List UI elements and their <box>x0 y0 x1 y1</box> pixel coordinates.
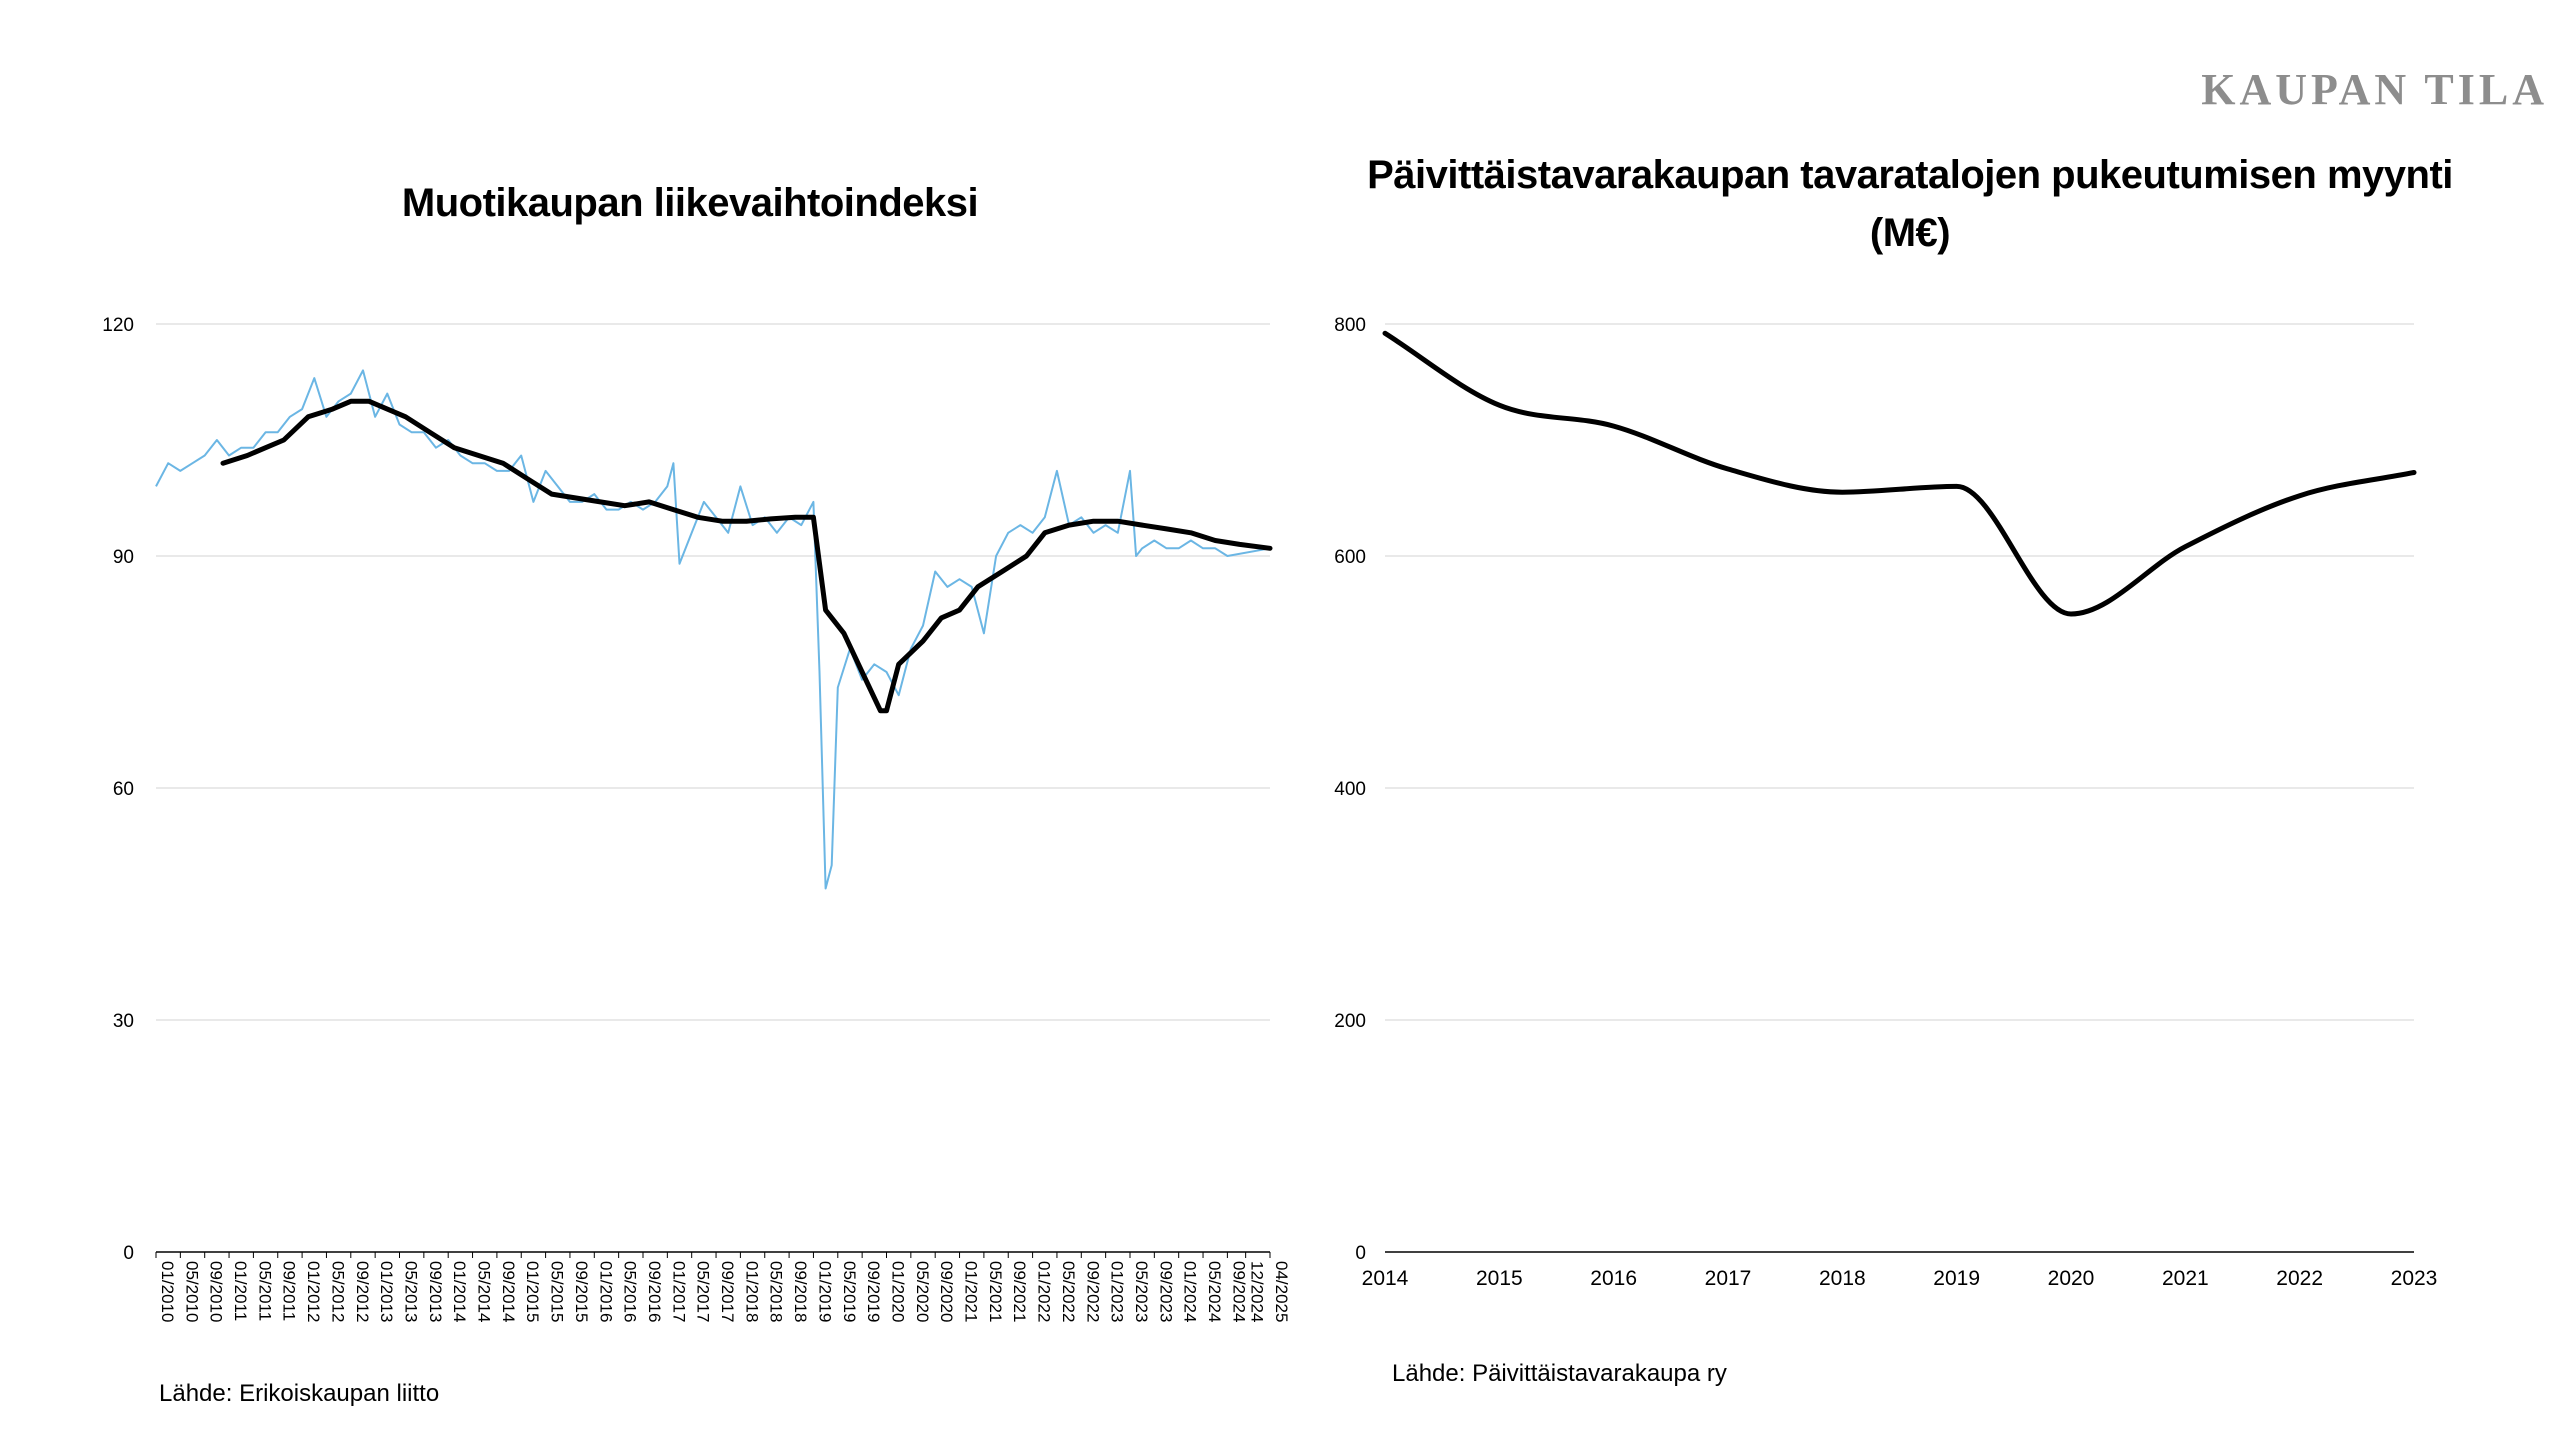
left-x-tick-label: 01/2010 <box>158 1261 177 1322</box>
left-x-tick-label: 05/2023 <box>1132 1261 1151 1322</box>
left-x-tick-label: 05/2013 <box>401 1261 420 1322</box>
left-x-tick-label: 01/2023 <box>1108 1261 1127 1322</box>
left-x-tick-label: 05/2010 <box>182 1261 201 1322</box>
right-x-tick-label: 2015 <box>1476 1267 1523 1290</box>
right-x-tick-label: 2022 <box>2276 1267 2323 1290</box>
left-chart-title: Muotikaupan liikevaihtoindeksi <box>401 181 979 225</box>
left-x-tick-label: 01/2022 <box>1035 1261 1054 1322</box>
left-x-tick-label: 09/2014 <box>499 1261 518 1322</box>
left-x-tick-label: 01/2017 <box>669 1261 688 1322</box>
left-x-tick-label: 09/2023 <box>1156 1261 1175 1322</box>
left-x-tick-label: 01/2018 <box>742 1261 761 1322</box>
left-x-tick-label: 09/2015 <box>572 1261 591 1322</box>
right-series-line <box>1382 330 2417 617</box>
right-y-tick-label: 800 <box>1334 315 1366 336</box>
left-x-tick-label: 01/2021 <box>962 1261 981 1322</box>
left-x-tick-label: 05/2016 <box>621 1261 640 1322</box>
left-x-tick-label: 01/2016 <box>596 1261 615 1322</box>
left-x-tick-label: 09/2018 <box>791 1261 810 1322</box>
left-x-tick-label: 01/2013 <box>377 1261 396 1322</box>
left-x-tick-label: 05/2012 <box>328 1261 347 1322</box>
left-x-tick-label: 09/2012 <box>353 1261 372 1322</box>
left-x-tick-label: 05/2011 <box>255 1261 274 1321</box>
left-x-tick-label: 05/2017 <box>694 1261 713 1322</box>
right-x-tick-label: 2023 <box>2391 1267 2438 1290</box>
left-x-tick-label: 09/2010 <box>207 1261 226 1322</box>
left-x-tick-label: 05/2019 <box>840 1261 859 1322</box>
right-x-tick-label: 2021 <box>2162 1267 2209 1290</box>
left-x-tick-label: 05/2014 <box>475 1261 494 1322</box>
right-x-tick-label: 2014 <box>1362 1267 1409 1290</box>
left-y-tick-label: 0 <box>123 1243 134 1264</box>
left-x-tick-label: 09/2022 <box>1083 1261 1102 1322</box>
right-x-tick-label: 2018 <box>1819 1267 1866 1290</box>
left-x-tick-label: 04/2025 <box>1272 1261 1291 1322</box>
right-x-tick-label: 2020 <box>2048 1267 2095 1290</box>
left-x-tick-label: 01/2012 <box>304 1261 323 1322</box>
left-x-tick-label: 01/2011 <box>231 1261 250 1321</box>
right-chart-source: Lähde: Päivittäistavarakaupa ry <box>1392 1360 1727 1387</box>
left-x-tick-label: 12/2024 <box>1248 1261 1267 1322</box>
right-x-tick-label: 2019 <box>1933 1267 1980 1290</box>
left-series-trend-line <box>220 398 1273 714</box>
right-x-tick-label: 2017 <box>1705 1267 1752 1290</box>
left-x-tick-label: 09/2019 <box>864 1261 883 1322</box>
left-y-tick-label: 120 <box>102 315 134 336</box>
left-x-tick-label: 01/2024 <box>1181 1261 1200 1322</box>
left-x-tick-label: 09/2016 <box>645 1261 664 1322</box>
left-x-tick-label: 05/2020 <box>913 1261 932 1322</box>
left-x-tick-label: 09/2011 <box>280 1261 299 1321</box>
left-x-tick-label: 09/2024 <box>1229 1261 1248 1322</box>
left-x-tick-label: 01/2015 <box>523 1261 542 1322</box>
right-x-tick-label: 2016 <box>1590 1267 1637 1290</box>
left-x-tick-label: 09/2020 <box>937 1261 956 1322</box>
left-x-tick-label: 05/2024 <box>1205 1261 1224 1322</box>
right-y-tick-label: 600 <box>1334 547 1366 568</box>
right-chart-title: Päivittäistavarakaupan tavaratalojen puk… <box>1367 153 2453 255</box>
left-x-tick-label: 01/2014 <box>450 1261 469 1322</box>
left-x-tick-label: 05/2015 <box>548 1261 567 1322</box>
left-x-tick-label: 09/2021 <box>1010 1261 1029 1322</box>
left-x-tick-label: 09/2013 <box>426 1261 445 1322</box>
left-x-tick-label: 05/2021 <box>986 1261 1005 1322</box>
left-y-tick-label: 30 <box>113 1011 134 1032</box>
left-x-tick-label: 09/2017 <box>718 1261 737 1322</box>
left-x-tick-label: 05/2022 <box>1059 1261 1078 1322</box>
left-chart-source: Lähde: Erikoiskaupan liitto <box>159 1380 440 1407</box>
left-y-tick-label: 90 <box>113 547 134 568</box>
right-y-tick-label: 0 <box>1355 1243 1366 1264</box>
left-x-tick-label: 01/2020 <box>888 1261 907 1322</box>
left-x-tick-label: 01/2019 <box>815 1261 834 1322</box>
left-y-tick-label: 60 <box>113 779 134 800</box>
brand-logo: KAUPAN TILA <box>2201 65 2548 114</box>
right-y-tick-label: 200 <box>1334 1011 1366 1032</box>
left-x-tick-label: 05/2018 <box>767 1261 786 1322</box>
left-series-monthly-line <box>155 369 1271 890</box>
right-y-tick-label: 400 <box>1334 779 1366 800</box>
